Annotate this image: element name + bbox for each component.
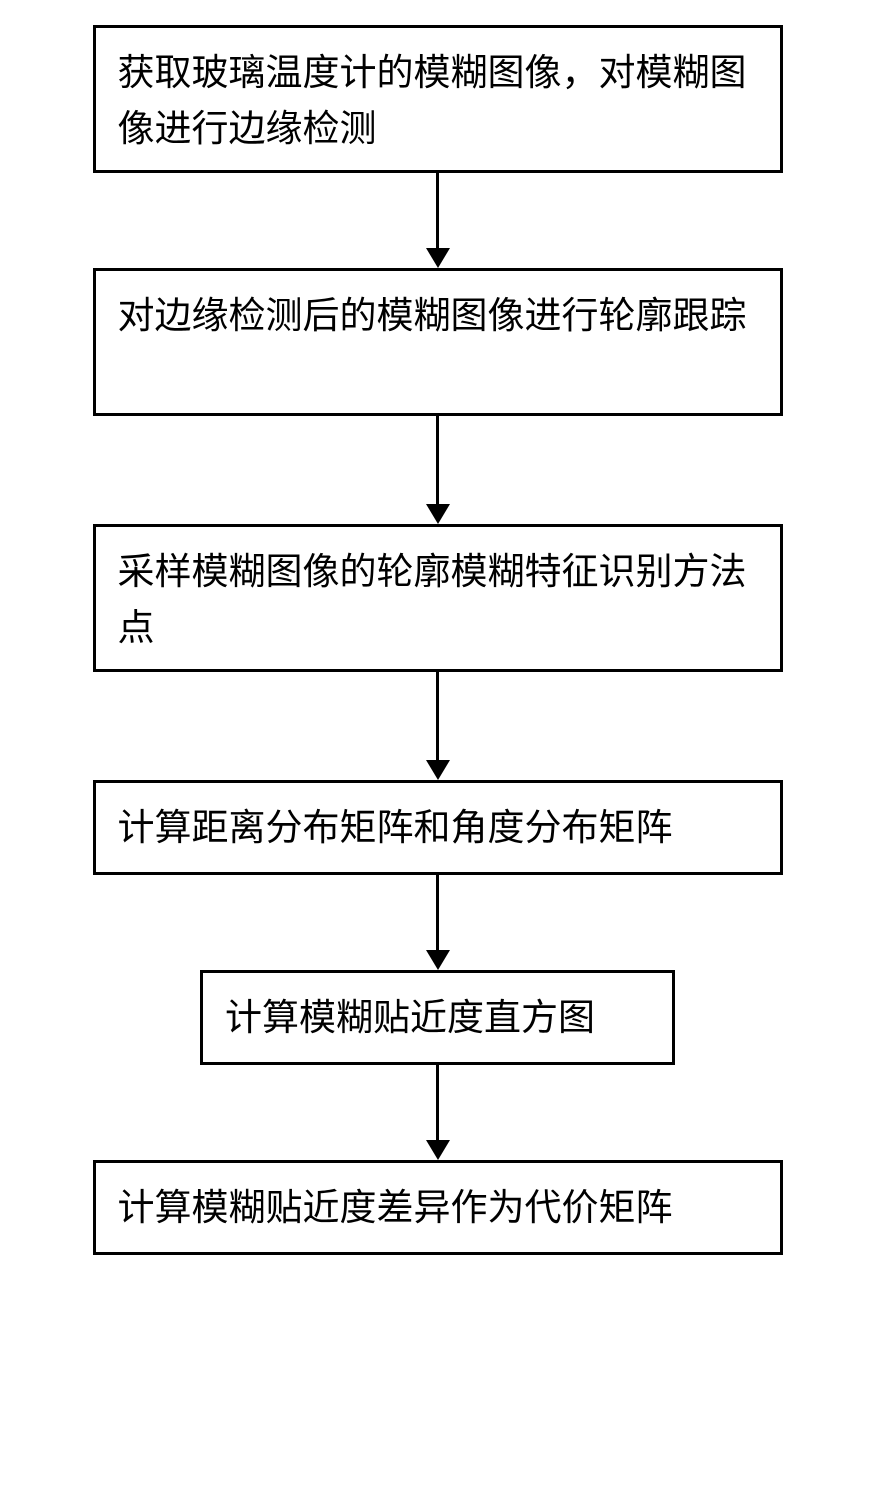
arrow-head-icon	[426, 950, 450, 970]
flowchart-step-1: 获取玻璃温度计的模糊图像，对模糊图像进行边缘检测	[93, 25, 783, 173]
arrow-line	[436, 672, 439, 760]
flowchart-step-3: 采样模糊图像的轮廓模糊特征识别方法点	[93, 524, 783, 672]
flowchart-step-6: 计算模糊贴近度差异作为代价矩阵	[93, 1160, 783, 1255]
arrow-head-icon	[426, 248, 450, 268]
arrow-5	[426, 1065, 450, 1160]
step-text: 获取玻璃温度计的模糊图像，对模糊图像进行边缘检测	[118, 46, 758, 157]
arrow-head-icon	[426, 504, 450, 524]
step-text: 采样模糊图像的轮廓模糊特征识别方法点	[118, 545, 758, 656]
arrow-4	[426, 875, 450, 970]
arrow-3	[426, 672, 450, 780]
arrow-head-icon	[426, 1140, 450, 1160]
arrow-line	[436, 416, 439, 504]
arrow-2	[426, 416, 450, 524]
flowchart-step-5: 计算模糊贴近度直方图	[200, 970, 675, 1065]
arrow-line	[436, 173, 439, 248]
step-text: 计算模糊贴近度差异作为代价矩阵	[118, 1181, 673, 1237]
arrow-head-icon	[426, 760, 450, 780]
flowchart-step-4: 计算距离分布矩阵和角度分布矩阵	[93, 780, 783, 875]
step-text: 计算模糊贴近度直方图	[225, 991, 595, 1047]
step-text: 计算距离分布矩阵和角度分布矩阵	[118, 801, 673, 857]
step-text: 对边缘检测后的模糊图像进行轮廓跟踪	[118, 289, 747, 345]
flowchart-step-2: 对边缘检测后的模糊图像进行轮廓跟踪	[93, 268, 783, 416]
arrow-line	[436, 1065, 439, 1140]
arrow-line	[436, 875, 439, 950]
arrow-1	[426, 173, 450, 268]
flowchart-container: 获取玻璃温度计的模糊图像，对模糊图像进行边缘检测 对边缘检测后的模糊图像进行轮廓…	[0, 25, 875, 1255]
